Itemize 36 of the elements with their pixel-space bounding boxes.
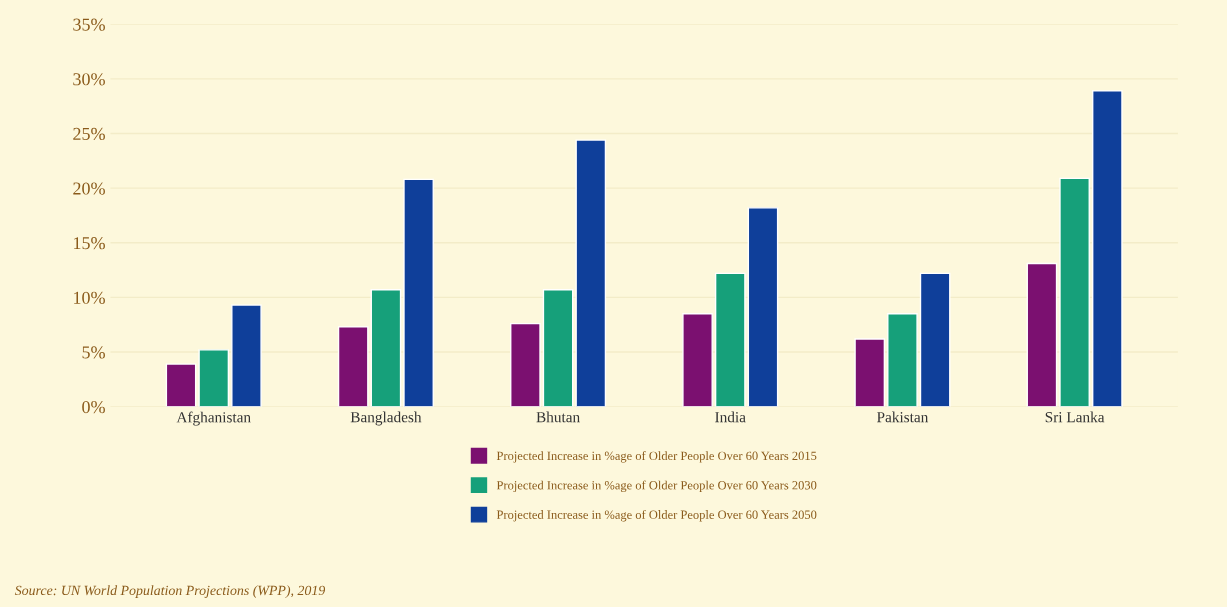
bar xyxy=(747,207,779,407)
bar xyxy=(575,139,607,407)
bar xyxy=(854,338,886,407)
bar xyxy=(714,272,746,407)
x-tick-label: India xyxy=(715,411,746,423)
x-tick-label: Pakistan xyxy=(876,411,929,423)
source-note: Source: UN World Population Projections (WPP), 2019 xyxy=(14,585,326,598)
bar xyxy=(887,313,918,407)
bar xyxy=(682,313,713,407)
x-tick-label: Afghanistan xyxy=(176,411,251,426)
y-tick-label: 5% xyxy=(82,346,105,359)
y-tick-label: 25% xyxy=(73,127,105,141)
bar xyxy=(1026,262,1058,407)
y-tick-label: 20% xyxy=(73,182,105,195)
legend-label: Projected Increase in %age of Older People Over 60 Years 2015 xyxy=(496,451,817,463)
y-tick-label: 0% xyxy=(82,400,105,414)
y-tick-label: 10% xyxy=(74,291,105,304)
bar xyxy=(1091,90,1123,407)
x-tick-label: Sri Lanka xyxy=(1045,411,1105,423)
bar xyxy=(919,272,951,407)
legend-label: Projected Increase in %age of Older People Over 60 Years 2050 xyxy=(496,509,817,522)
bar xyxy=(198,349,230,407)
bar xyxy=(403,178,434,407)
bar xyxy=(337,326,369,407)
legend-label: Projected Increase in %age of Older People Over 60 Years 2030 xyxy=(496,480,817,493)
y-tick-label: 15% xyxy=(74,237,105,250)
bar xyxy=(165,363,197,407)
x-tick-label: Bangladesh xyxy=(350,411,422,426)
bar xyxy=(231,304,262,407)
bar xyxy=(1059,177,1090,407)
bar xyxy=(370,289,402,407)
y-tick-label: 35% xyxy=(73,18,105,31)
y-tick-label: 30% xyxy=(73,73,105,86)
x-tick-label: Bhutan xyxy=(536,411,580,423)
bar xyxy=(542,289,574,407)
bar xyxy=(510,322,541,407)
